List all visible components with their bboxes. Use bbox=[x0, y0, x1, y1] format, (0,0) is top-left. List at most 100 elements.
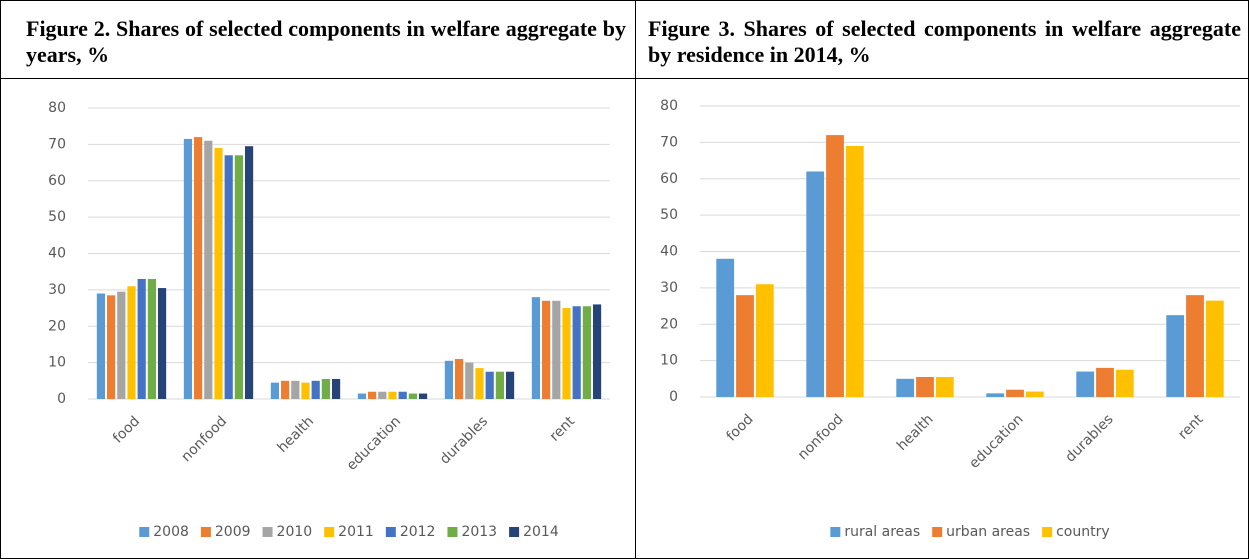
bar bbox=[465, 362, 474, 399]
bar bbox=[455, 358, 464, 399]
x-tick-label: durables bbox=[1062, 411, 1116, 465]
bar bbox=[1076, 371, 1095, 397]
bar bbox=[444, 360, 454, 399]
legend-label: 2014 bbox=[523, 524, 559, 540]
bar bbox=[1025, 391, 1044, 397]
bar bbox=[916, 376, 934, 397]
bar bbox=[736, 295, 754, 397]
legend-label: 2013 bbox=[461, 524, 497, 540]
legend-swatch bbox=[139, 527, 150, 537]
bar bbox=[986, 393, 1005, 397]
y-tick-label: 40 bbox=[660, 244, 678, 260]
bar bbox=[531, 297, 541, 399]
bar bbox=[1205, 300, 1224, 397]
legend-swatch bbox=[1042, 527, 1053, 537]
bar bbox=[505, 371, 515, 399]
bar bbox=[1096, 367, 1114, 397]
y-tick-label: 50 bbox=[48, 209, 66, 225]
legend-label: 2012 bbox=[400, 524, 436, 540]
x-tick-label: rent bbox=[1175, 411, 1207, 443]
bar bbox=[1186, 295, 1204, 397]
bar bbox=[592, 304, 602, 399]
x-tick-label: durables bbox=[437, 413, 491, 467]
bar bbox=[418, 393, 428, 399]
bar bbox=[572, 306, 581, 399]
bar bbox=[368, 391, 377, 399]
bar bbox=[137, 278, 146, 399]
bar bbox=[1006, 389, 1024, 397]
bar bbox=[935, 376, 954, 397]
bar bbox=[157, 288, 167, 399]
legend-label: 2009 bbox=[215, 524, 251, 540]
legend-swatch bbox=[324, 527, 335, 537]
bar bbox=[311, 380, 320, 399]
bar bbox=[562, 308, 571, 399]
bar bbox=[716, 258, 735, 397]
legend-swatch bbox=[509, 527, 520, 537]
bar bbox=[291, 380, 300, 399]
x-tick-label: nonfood bbox=[178, 413, 230, 465]
bar bbox=[755, 284, 774, 397]
bar bbox=[398, 391, 407, 399]
bar bbox=[552, 300, 561, 399]
y-tick-label: 80 bbox=[660, 98, 678, 114]
y-tick-label: 50 bbox=[660, 207, 678, 223]
y-tick-label: 60 bbox=[48, 173, 66, 189]
bar bbox=[357, 393, 367, 399]
y-tick-label: 30 bbox=[48, 282, 66, 298]
x-tick-label: health bbox=[274, 413, 317, 456]
bar bbox=[542, 300, 551, 399]
bar bbox=[204, 140, 213, 400]
x-tick-label: education bbox=[966, 411, 1026, 471]
bar bbox=[826, 135, 844, 397]
y-tick-label: 80 bbox=[48, 100, 66, 116]
bar bbox=[183, 138, 193, 399]
y-tick-label: 70 bbox=[660, 134, 678, 150]
bar bbox=[107, 295, 116, 399]
y-tick-label: 30 bbox=[660, 280, 678, 296]
bar bbox=[485, 371, 494, 399]
bar bbox=[301, 382, 310, 399]
legend-label: country bbox=[1056, 524, 1110, 540]
y-tick-label: 10 bbox=[660, 353, 678, 369]
bar bbox=[270, 382, 280, 399]
y-tick-label: 0 bbox=[57, 391, 66, 407]
x-tick-label: education bbox=[344, 413, 404, 473]
bar bbox=[224, 155, 233, 399]
y-tick-label: 20 bbox=[660, 316, 678, 332]
column-divider bbox=[635, 0, 636, 559]
bar bbox=[806, 171, 825, 397]
legend-swatch bbox=[385, 527, 396, 537]
bar bbox=[475, 368, 484, 399]
figure-title: Figure 2. Shares of selected components … bbox=[26, 16, 626, 67]
x-tick-label: health bbox=[894, 411, 937, 454]
legend-label: urban areas bbox=[946, 524, 1030, 540]
y-tick-label: 60 bbox=[660, 171, 678, 187]
bar bbox=[331, 378, 341, 399]
bar bbox=[845, 146, 864, 397]
bar bbox=[1166, 315, 1185, 397]
bar bbox=[896, 378, 915, 397]
bar bbox=[388, 391, 397, 399]
bar bbox=[582, 306, 591, 399]
bar bbox=[244, 146, 254, 399]
chart: 0 10 20 30 40 50 60 70 80 food nonfood health educat… bbox=[660, 98, 1240, 540]
y-tick-label: 0 bbox=[669, 389, 678, 405]
bar bbox=[234, 155, 243, 399]
legend-swatch bbox=[262, 527, 273, 537]
bar bbox=[281, 380, 290, 399]
row-divider bbox=[0, 78, 1249, 79]
legend-swatch bbox=[830, 527, 841, 537]
bar bbox=[495, 371, 504, 399]
bar bbox=[378, 391, 387, 399]
legend-swatch bbox=[200, 527, 211, 537]
y-tick-label: 70 bbox=[48, 136, 66, 152]
bar bbox=[96, 293, 106, 399]
x-tick-label: nonfood bbox=[795, 411, 847, 463]
bar bbox=[321, 378, 330, 399]
chart: 0 10 20 30 40 50 60 70 80 food nonfood health educat… bbox=[48, 100, 610, 540]
y-tick-label: 10 bbox=[48, 355, 66, 371]
bar bbox=[117, 291, 126, 399]
legend-swatch bbox=[447, 527, 458, 537]
